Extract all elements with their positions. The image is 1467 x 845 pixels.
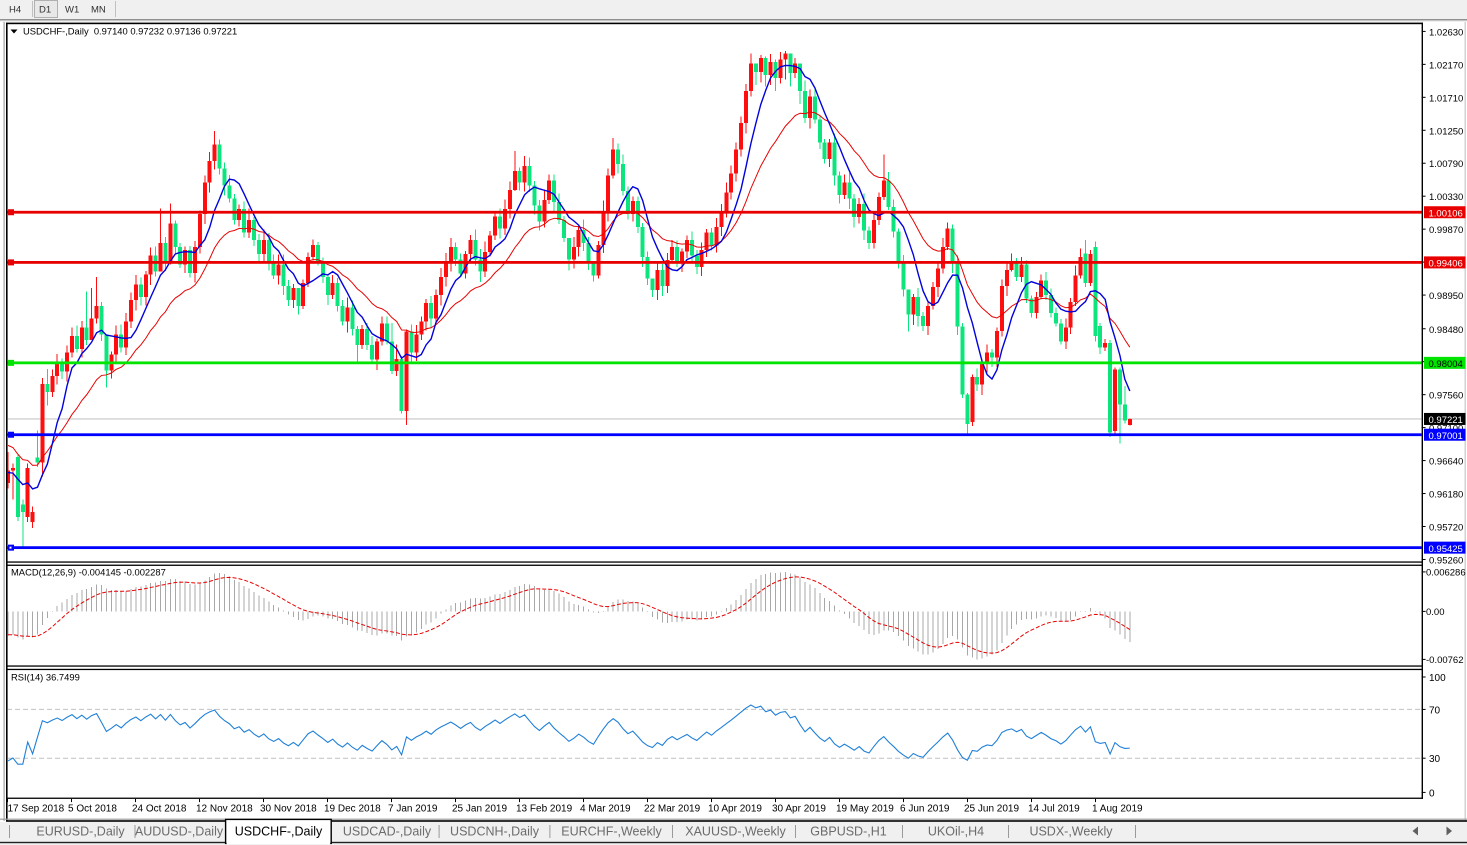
svg-text:0.99870: 0.99870 [1429, 225, 1463, 236]
svg-text:EURCHF-,Weekly: EURCHF-,Weekly [561, 825, 662, 839]
svg-text:0.97221: 0.97221 [1429, 415, 1463, 426]
svg-text:1.00106: 1.00106 [1429, 208, 1463, 219]
svg-text:30: 30 [1429, 754, 1441, 765]
svg-text:XAUUSD-,Weekly: XAUUSD-,Weekly [685, 825, 786, 839]
svg-text:1.01250: 1.01250 [1429, 126, 1463, 137]
svg-text:USDCNH-,Daily: USDCNH-,Daily [450, 825, 540, 839]
svg-text:GBPUSD-,H1: GBPUSD-,H1 [810, 825, 886, 839]
svg-text:1.00790: 1.00790 [1429, 159, 1463, 170]
svg-text:0.98004: 0.98004 [1429, 359, 1463, 370]
svg-text:MN: MN [91, 5, 106, 16]
svg-text:0.006286: 0.006286 [1426, 568, 1466, 579]
svg-text:0.99406: 0.99406 [1429, 259, 1463, 270]
svg-text:4 Mar 2019: 4 Mar 2019 [580, 804, 631, 815]
svg-text:USDCHF-,Daily 0.97140 0.97232: USDCHF-,Daily 0.97140 0.97232 0.97136 0.… [23, 26, 237, 37]
svg-text:USDCHF-,Daily: USDCHF-,Daily [235, 825, 323, 839]
svg-text:17 Sep 2018: 17 Sep 2018 [8, 804, 65, 815]
svg-text:0.98950: 0.98950 [1429, 291, 1463, 302]
svg-text:0.98480: 0.98480 [1429, 325, 1463, 336]
svg-text:7 Jan 2019: 7 Jan 2019 [388, 804, 438, 815]
svg-text:22 Mar 2019: 22 Mar 2019 [644, 804, 701, 815]
svg-text:1 Aug 2019: 1 Aug 2019 [1092, 804, 1143, 815]
svg-text:AUDUSD-,Daily: AUDUSD-,Daily [135, 825, 224, 839]
svg-text:0.96180: 0.96180 [1429, 490, 1463, 501]
svg-text:RSI(14) 36.7499: RSI(14) 36.7499 [11, 672, 80, 683]
svg-text:0.97560: 0.97560 [1429, 391, 1463, 402]
svg-text:1.01710: 1.01710 [1429, 93, 1463, 104]
svg-text:0.00: 0.00 [1426, 607, 1445, 618]
svg-text:1.02630: 1.02630 [1429, 27, 1463, 38]
svg-text:EURUSD-,Daily: EURUSD-,Daily [36, 825, 125, 839]
svg-text:1.00330: 1.00330 [1429, 192, 1463, 203]
svg-text:12 Nov 2018: 12 Nov 2018 [196, 804, 253, 815]
svg-text:UKOil-,H4: UKOil-,H4 [928, 825, 984, 839]
svg-text:-0.00762: -0.00762 [1426, 655, 1464, 666]
svg-text:14 Jul 2019: 14 Jul 2019 [1028, 804, 1080, 815]
svg-text:30 Nov 2018: 30 Nov 2018 [260, 804, 317, 815]
svg-text:0.95720: 0.95720 [1429, 523, 1463, 534]
svg-text:13 Feb 2019: 13 Feb 2019 [516, 804, 573, 815]
svg-text:MACD(12,26,9) -0.004145 -0.002: MACD(12,26,9) -0.004145 -0.002287 [11, 567, 166, 578]
svg-text:6 Jun 2019: 6 Jun 2019 [900, 804, 950, 815]
svg-text:H4: H4 [9, 5, 21, 16]
svg-text:0: 0 [1429, 788, 1435, 799]
svg-text:USDCAD-,Daily: USDCAD-,Daily [343, 825, 432, 839]
svg-text:0.95425: 0.95425 [1429, 544, 1463, 555]
svg-text:19 Dec 2018: 19 Dec 2018 [324, 804, 381, 815]
svg-text:100: 100 [1429, 673, 1446, 684]
svg-text:10 Apr 2019: 10 Apr 2019 [708, 804, 762, 815]
svg-text:70: 70 [1429, 705, 1441, 716]
svg-text:25 Jan 2019: 25 Jan 2019 [452, 804, 507, 815]
svg-text:24 Oct 2018: 24 Oct 2018 [132, 804, 187, 815]
svg-text:30 Apr 2019: 30 Apr 2019 [772, 804, 826, 815]
svg-text:W1: W1 [65, 5, 79, 16]
svg-text:5 Oct 2018: 5 Oct 2018 [68, 804, 117, 815]
svg-text:25 Jun 2019: 25 Jun 2019 [964, 804, 1019, 815]
svg-text:D1: D1 [39, 5, 51, 16]
svg-text:0.95260: 0.95260 [1429, 555, 1463, 566]
svg-text:USDX-,Weekly: USDX-,Weekly [1029, 825, 1113, 839]
svg-text:1.02170: 1.02170 [1429, 60, 1463, 71]
svg-text:19 May 2019: 19 May 2019 [836, 804, 894, 815]
svg-text:0.96640: 0.96640 [1429, 457, 1463, 468]
svg-text:0.97001: 0.97001 [1429, 431, 1463, 442]
